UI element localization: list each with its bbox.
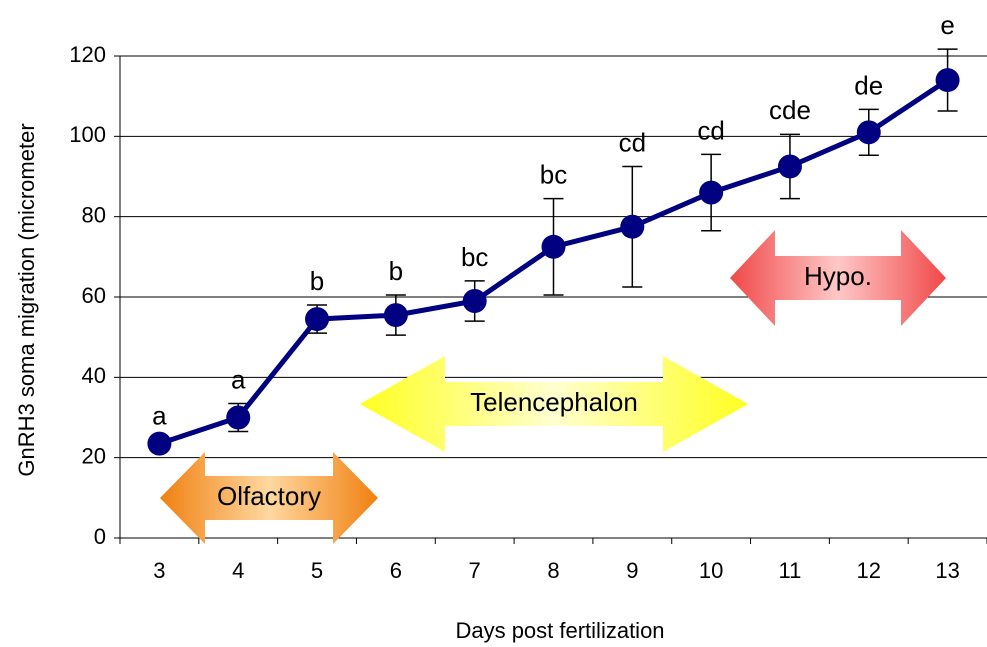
significance-label: cd [619,127,646,157]
significance-label: a [152,400,167,430]
hypo-arrow [730,230,946,326]
x-tick-label: 11 [779,558,802,583]
x-tick-label: 5 [311,558,323,583]
y-tick-label: 20 [82,443,106,468]
x-tick-label: 3 [153,558,165,583]
x-tick-label: 9 [626,558,638,583]
y-tick-label: 120 [69,42,106,67]
y-tick-label: 40 [82,363,106,388]
significance-label: b [389,256,403,286]
marker [777,154,802,179]
annotation: Hypo. [804,261,872,291]
annotation: Olfactory [217,481,321,511]
y-tick-label: 80 [82,202,106,227]
x-tick-label: 13 [935,558,959,583]
marker [305,307,330,332]
marker [383,303,408,328]
marker [699,180,724,205]
significance-label: de [854,70,883,100]
significance-label: bc [540,159,567,189]
x-tick-label: 8 [547,558,559,583]
y-axis-label: GnRH3 soma migration (micrometer [14,123,39,476]
y-tick-label: 0 [94,524,106,549]
significance-label: cd [697,115,724,145]
significance-label: e [940,10,954,40]
y-tick-label: 60 [82,283,106,308]
marker [462,289,487,314]
marker [856,120,881,145]
x-axis-label: Days post fertilization [455,618,664,643]
x-tick-label: 12 [857,558,881,583]
significance-label: b [310,266,324,296]
x-tick-label: 6 [390,558,402,583]
significance-label: bc [461,242,488,272]
marker [620,214,645,239]
olfactory-arrow [160,452,378,544]
x-tick-label: 7 [469,558,481,583]
x-tick-label: 4 [232,558,244,583]
telencephalon-arrow [360,356,748,452]
marker [147,431,172,456]
y-tick-label: 100 [69,122,106,147]
marker [935,68,960,93]
annotation: Telencephalon [470,387,638,417]
x-tick-label: 10 [699,558,723,583]
significance-label: a [231,364,246,394]
significance-label: cde [769,95,811,125]
marker [226,405,251,430]
marker [541,234,566,259]
